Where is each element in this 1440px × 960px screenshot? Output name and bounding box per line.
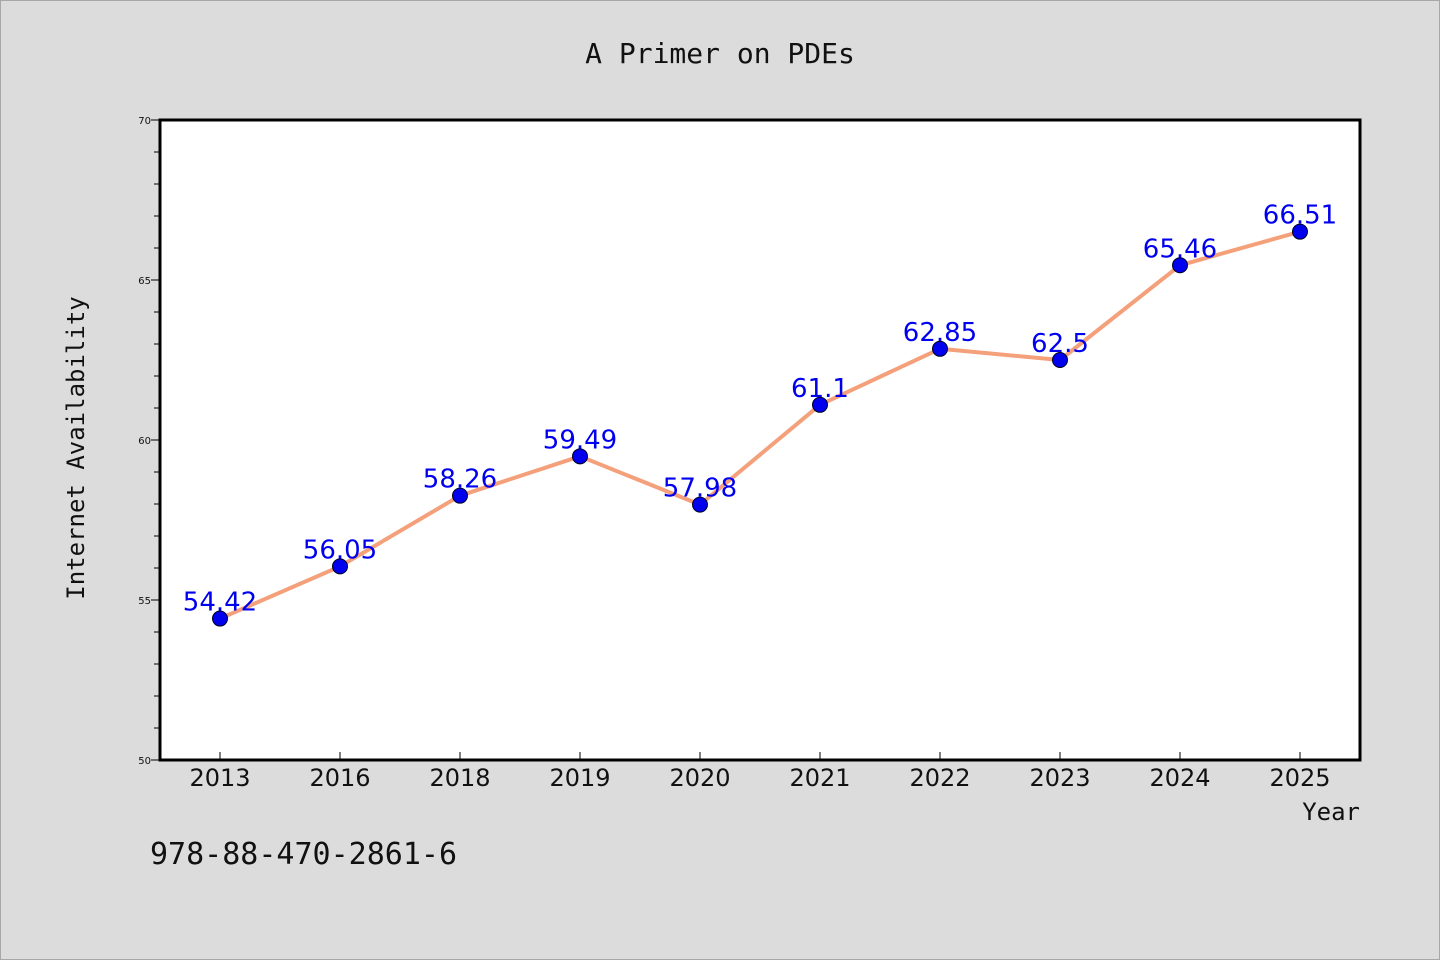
data-label: 65.46 [1143,234,1217,264]
x-tick-label: 2013 [189,764,250,792]
data-point [692,496,708,513]
isbn-text: 978-88-470-2861-6 [150,837,457,872]
x-axis-label: Year [1302,798,1360,826]
x-tick-label: 2024 [1149,764,1210,792]
data-label: 58.26 [423,465,497,495]
series-line [218,229,1302,621]
data-label: 54.42 [183,588,257,618]
data-label: 57.98 [663,474,737,504]
x-tick-label: 2023 [1029,764,1090,792]
x-tick-label: 2022 [909,764,970,792]
data-label: 62.5 [1031,329,1089,359]
y-axis: 50 55 60 65 70 [138,116,160,767]
data-point [212,610,228,627]
y-tick-label: 70 [138,116,151,127]
x-tick-label: 2018 [429,764,490,792]
x-tick-label: 2025 [1269,764,1330,792]
x-tick-label: 2019 [549,764,610,792]
data-label: 56.05 [303,535,377,565]
y-tick-label: 50 [138,756,151,767]
data-point [812,396,828,413]
x-tick-label: 2021 [789,764,850,792]
data-point [572,448,588,465]
data-label: 62.85 [903,318,977,348]
y-tick-label: 60 [138,436,151,447]
y-tick-label: 65 [138,276,151,287]
x-tick-label: 2016 [309,764,370,792]
data-point [1172,257,1188,274]
data-label: 66.51 [1263,201,1337,231]
data-point [932,340,948,357]
data-point [1052,352,1068,368]
x-axis: 2013 2016 2018 2019 2020 2021 2022 2023 2024 2025 [189,752,1331,792]
data-point [1292,223,1308,240]
data-label: 59.49 [543,425,617,455]
data-label: 61.1 [791,374,849,404]
series-layer: 54.42 56.05 58.26 59.49 57.98 61.1 62.85 62.5 65… [183,201,1337,627]
x-tick-label: 2020 [669,764,730,792]
data-point [452,487,468,504]
chart-title: A Primer on PDEs [585,37,855,70]
y-axis-label: Internet Availability [62,296,90,599]
data-point [332,558,348,575]
plot-area [158,118,1362,762]
y-tick-label: 55 [138,596,151,607]
